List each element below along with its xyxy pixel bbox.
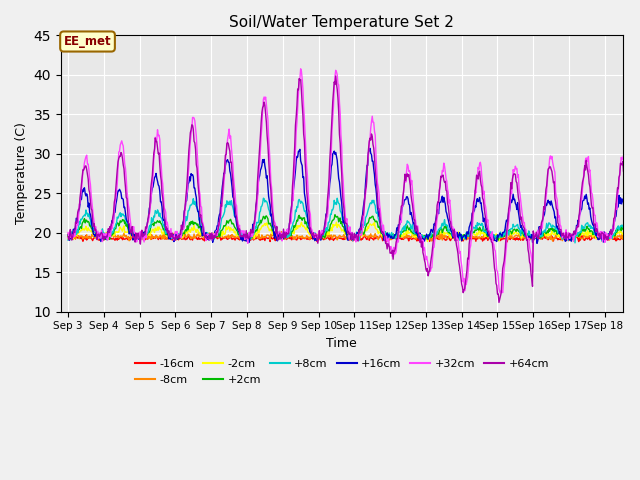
+32cm bbox=[236, 233, 244, 239]
+64cm bbox=[636, 235, 640, 240]
+2cm bbox=[286, 230, 294, 236]
-16cm bbox=[503, 239, 511, 245]
Line: -16cm: -16cm bbox=[68, 235, 640, 242]
-2cm bbox=[414, 234, 422, 240]
Line: +32cm: +32cm bbox=[68, 69, 640, 293]
+8cm bbox=[446, 227, 454, 233]
+2cm bbox=[236, 231, 244, 237]
+16cm bbox=[131, 237, 139, 242]
-2cm bbox=[333, 219, 340, 225]
+16cm bbox=[64, 232, 72, 238]
-16cm bbox=[413, 238, 421, 244]
+2cm bbox=[414, 231, 422, 237]
Line: -8cm: -8cm bbox=[68, 232, 640, 241]
Line: -2cm: -2cm bbox=[68, 222, 640, 241]
Bar bbox=[61, 91, 623, 154]
+2cm bbox=[446, 230, 454, 236]
Title: Soil/Water Temperature Set 2: Soil/Water Temperature Set 2 bbox=[229, 15, 454, 30]
+64cm bbox=[131, 239, 139, 245]
+32cm bbox=[286, 220, 294, 226]
-2cm bbox=[265, 225, 273, 231]
+2cm bbox=[265, 221, 273, 227]
-8cm bbox=[446, 234, 454, 240]
-16cm bbox=[64, 233, 72, 239]
-8cm bbox=[64, 231, 72, 237]
-16cm bbox=[265, 235, 273, 241]
+64cm bbox=[446, 218, 454, 224]
-16cm bbox=[236, 236, 244, 242]
+2cm bbox=[598, 238, 605, 244]
-2cm bbox=[236, 232, 244, 238]
-16cm bbox=[131, 236, 139, 241]
+2cm bbox=[636, 233, 640, 239]
Y-axis label: Temperature (C): Temperature (C) bbox=[15, 122, 28, 225]
+32cm bbox=[446, 197, 454, 203]
+32cm bbox=[131, 229, 139, 235]
+64cm bbox=[286, 212, 294, 218]
-2cm bbox=[131, 234, 139, 240]
-16cm bbox=[446, 237, 454, 243]
+8cm bbox=[260, 195, 268, 201]
Line: +64cm: +64cm bbox=[68, 76, 640, 302]
+16cm bbox=[286, 220, 294, 226]
+2cm bbox=[131, 234, 139, 240]
+16cm bbox=[533, 240, 541, 246]
-8cm bbox=[414, 233, 422, 239]
+64cm bbox=[236, 233, 244, 239]
-2cm bbox=[636, 234, 640, 240]
Legend: -16cm, -8cm, -2cm, +2cm, +8cm, +16cm, +32cm, +64cm: -16cm, -8cm, -2cm, +2cm, +8cm, +16cm, +3… bbox=[130, 355, 554, 389]
-2cm bbox=[64, 236, 72, 242]
+8cm bbox=[266, 208, 273, 214]
Line: +2cm: +2cm bbox=[68, 215, 640, 241]
-8cm bbox=[570, 239, 577, 244]
+64cm bbox=[64, 234, 72, 240]
+8cm bbox=[414, 232, 422, 238]
-8cm bbox=[265, 233, 273, 239]
X-axis label: Time: Time bbox=[326, 337, 357, 350]
+8cm bbox=[131, 236, 139, 241]
+2cm bbox=[331, 212, 339, 217]
-2cm bbox=[424, 239, 431, 244]
+64cm bbox=[495, 300, 503, 305]
+8cm bbox=[571, 240, 579, 246]
+32cm bbox=[265, 134, 273, 140]
+2cm bbox=[64, 233, 72, 239]
+32cm bbox=[64, 229, 72, 235]
+16cm bbox=[366, 145, 374, 151]
Line: +8cm: +8cm bbox=[68, 198, 640, 243]
+8cm bbox=[636, 237, 640, 242]
+16cm bbox=[414, 233, 422, 239]
-8cm bbox=[236, 234, 244, 240]
-2cm bbox=[286, 232, 294, 238]
+8cm bbox=[64, 237, 72, 243]
Text: EE_met: EE_met bbox=[64, 35, 111, 48]
-16cm bbox=[433, 232, 440, 238]
-16cm bbox=[286, 236, 294, 241]
+64cm bbox=[414, 230, 422, 236]
+16cm bbox=[446, 224, 454, 229]
-8cm bbox=[636, 236, 640, 241]
+32cm bbox=[297, 66, 305, 72]
-8cm bbox=[131, 235, 139, 240]
Line: +16cm: +16cm bbox=[68, 148, 640, 243]
+8cm bbox=[236, 228, 244, 233]
+16cm bbox=[265, 193, 273, 199]
-8cm bbox=[278, 229, 285, 235]
+32cm bbox=[414, 223, 422, 229]
+16cm bbox=[236, 234, 244, 240]
-2cm bbox=[447, 231, 454, 237]
+64cm bbox=[332, 73, 340, 79]
+16cm bbox=[636, 232, 640, 238]
-8cm bbox=[287, 234, 295, 240]
+32cm bbox=[636, 232, 640, 238]
+8cm bbox=[287, 227, 295, 232]
+32cm bbox=[497, 290, 504, 296]
-16cm bbox=[636, 235, 640, 241]
+64cm bbox=[265, 156, 273, 162]
